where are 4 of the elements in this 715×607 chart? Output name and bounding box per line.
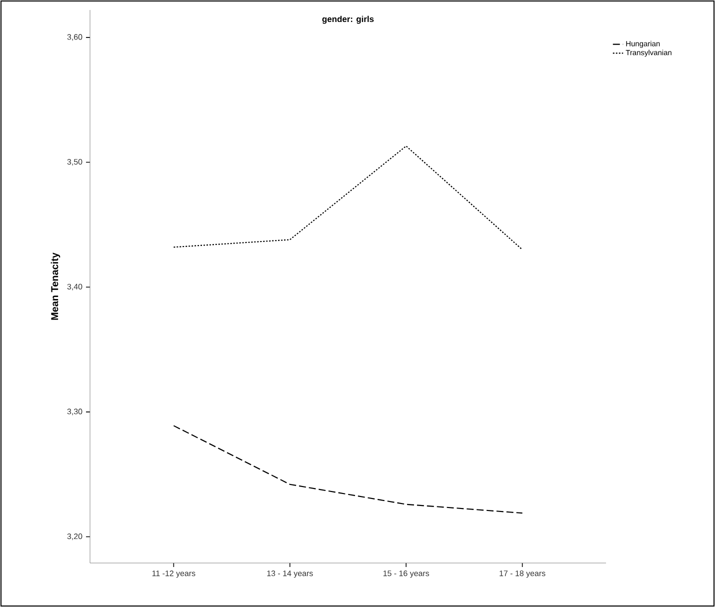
line-series bbox=[173, 425, 523, 514]
text: gender: girls bbox=[322, 16, 374, 24]
line-series bbox=[173, 146, 523, 250]
y-axis-title: Mean Tenacity bbox=[50, 252, 60, 320]
